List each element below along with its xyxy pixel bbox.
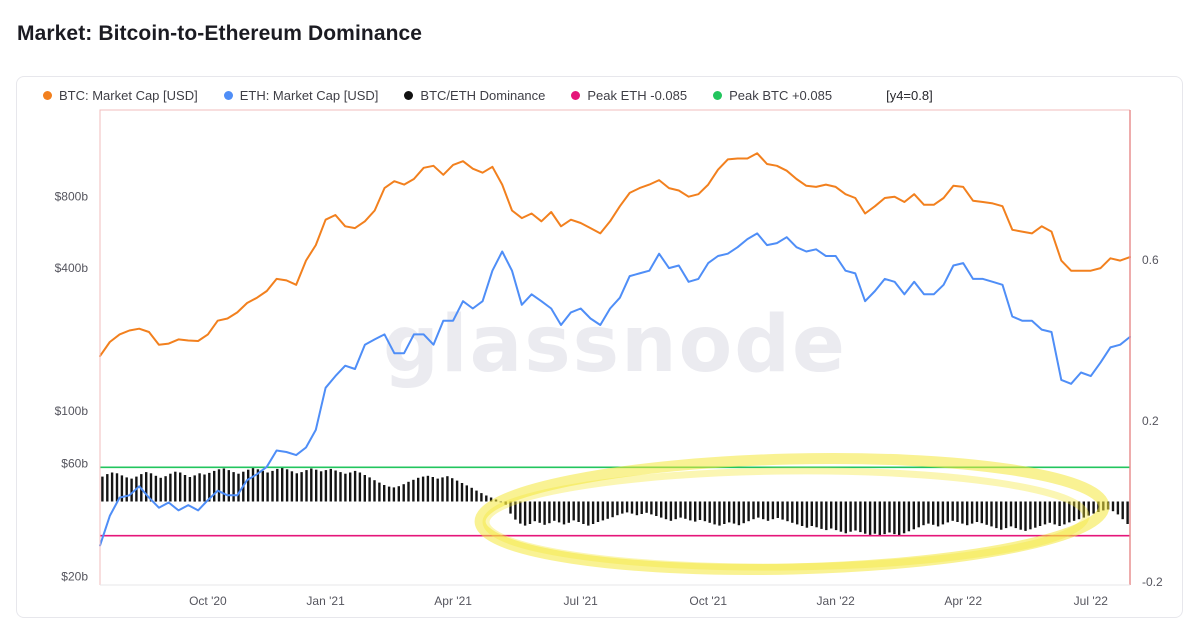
legend-items: BTC: Market Cap [USD] ETH: Market Cap [US… [43, 88, 832, 103]
x-tick-label: Oct '21 [689, 594, 727, 608]
y-left-tick-label: $100b [55, 404, 89, 418]
legend-label: BTC/ETH Dominance [420, 88, 546, 103]
dominance-bars [101, 467, 1129, 536]
legend-label: Peak BTC +0.085 [729, 88, 833, 103]
legend-dot-icon [43, 91, 52, 100]
legend-label: BTC: Market Cap [USD] [59, 88, 198, 103]
y-left-tick-label: $60b [61, 456, 88, 470]
plot-area[interactable] [100, 110, 1130, 585]
legend-item-3[interactable]: Peak ETH -0.085 [571, 88, 687, 103]
x-tick-label: Jan '21 [306, 594, 345, 608]
x-tick-label: Apr '21 [434, 594, 472, 608]
highlight-ellipse-inner [482, 467, 1090, 571]
legend-label: Peak ETH -0.085 [587, 88, 688, 103]
y-left-tick-label: $20b [61, 569, 88, 583]
eth-marketcap-line [99, 232, 1131, 547]
y-right-tick-label: 0.2 [1142, 414, 1159, 428]
legend-label: ETH: Market Cap [USD] [239, 88, 379, 103]
legend-dot-icon [404, 91, 414, 100]
y-right-tick-label: 0.6 [1142, 253, 1159, 267]
y-left-tick-label: $400b [55, 261, 89, 275]
legend-dot-icon [713, 91, 723, 100]
page-title: Market: Bitcoin-to-Ethereum Dominance [17, 22, 423, 45]
x-tick-label: Jan '22 [817, 594, 856, 608]
legend-dot-icon [571, 91, 581, 100]
legend-item-4[interactable]: Peak BTC +0.085 [713, 88, 832, 103]
btc-marketcap-line [99, 152, 1131, 358]
plot-border [99, 109, 1130, 585]
chart-legend: BTC: Market Cap [USD] ETH: Market Cap [US… [43, 88, 933, 103]
x-tick-label: Apr '22 [944, 594, 982, 608]
x-tick-label: Oct '20 [189, 594, 227, 608]
chart-card: BTC: Market Cap [USD] ETH: Market Cap [US… [16, 76, 1183, 618]
x-tick-label: Jul '21 [564, 594, 599, 608]
legend-dot-icon [223, 91, 233, 100]
highlight-ellipse [474, 452, 1110, 576]
x-tick-label: Jul '22 [1074, 594, 1109, 608]
y-right-tick-label: -0.2 [1142, 575, 1163, 589]
legend-item-0[interactable]: BTC: Market Cap [USD] [43, 88, 198, 103]
legend-item-1[interactable]: ETH: Market Cap [USD] [223, 88, 379, 103]
y-left-tick-label: $800b [55, 190, 89, 204]
y4-axis-note: [y4=0.8] [886, 88, 933, 103]
legend-item-2[interactable]: BTC/ETH Dominance [404, 88, 545, 103]
